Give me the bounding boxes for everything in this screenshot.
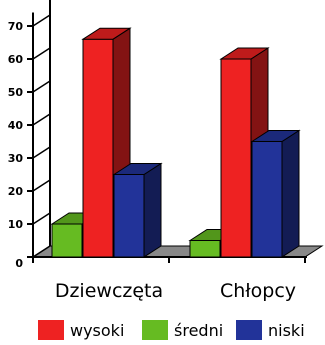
legend-label-niski: niski [268, 320, 305, 340]
y-tick-depth [32, 179, 51, 192]
bar-side [143, 162, 162, 258]
legend-item-niski: niski [236, 319, 305, 341]
y-tick-depth [32, 80, 51, 93]
legend-item-sredni: średni [142, 319, 223, 341]
bar-chart: 0 10 20 30 40 50 60 70 Dziewczęta Chłopcy [8, 0, 324, 302]
y-tick-label: 40 [8, 119, 24, 132]
y-tick-depth [32, 245, 51, 258]
legend: wysoki średni niski [0, 319, 325, 341]
bar-front [113, 174, 145, 258]
y-tick-label: 30 [8, 152, 24, 165]
bar-front [82, 38, 114, 258]
y-tick-depth [32, 212, 51, 225]
y-tick-label: 0 [15, 257, 23, 270]
y-tick-depth [32, 14, 51, 27]
y-tick-depth [32, 146, 51, 159]
y-tick-label: 60 [8, 53, 24, 66]
y-tick-depth [32, 47, 51, 60]
y-tick-depth [32, 113, 51, 126]
bar-side [281, 129, 300, 258]
legend-swatch-niski [236, 320, 262, 340]
bar-niski-0 [112, 162, 163, 258]
legend-swatch-wysoki [38, 320, 64, 340]
legend-label-sredni: średni [174, 320, 224, 340]
bar-front [220, 58, 252, 258]
legend-swatch-sredni [142, 320, 168, 340]
bar-top [250, 130, 301, 142]
y-tick-label: 20 [8, 185, 24, 198]
bar-top [81, 27, 132, 40]
bar-top [219, 47, 270, 60]
category-label: Chłopcy [220, 280, 296, 302]
legend-label-wysoki: wysoki [70, 320, 125, 340]
y-tick-label: 70 [8, 20, 24, 33]
bar-front [251, 141, 283, 258]
bar-top [112, 163, 163, 175]
y-tick-label: 10 [8, 218, 24, 231]
legend-item-wysoki: wysoki [38, 319, 124, 341]
bar-niski-1 [250, 129, 301, 258]
bar-front [189, 240, 221, 258]
bar-front [51, 223, 83, 258]
y-tick-label: 50 [8, 86, 24, 99]
category-label: Dziewczęta [55, 280, 163, 302]
